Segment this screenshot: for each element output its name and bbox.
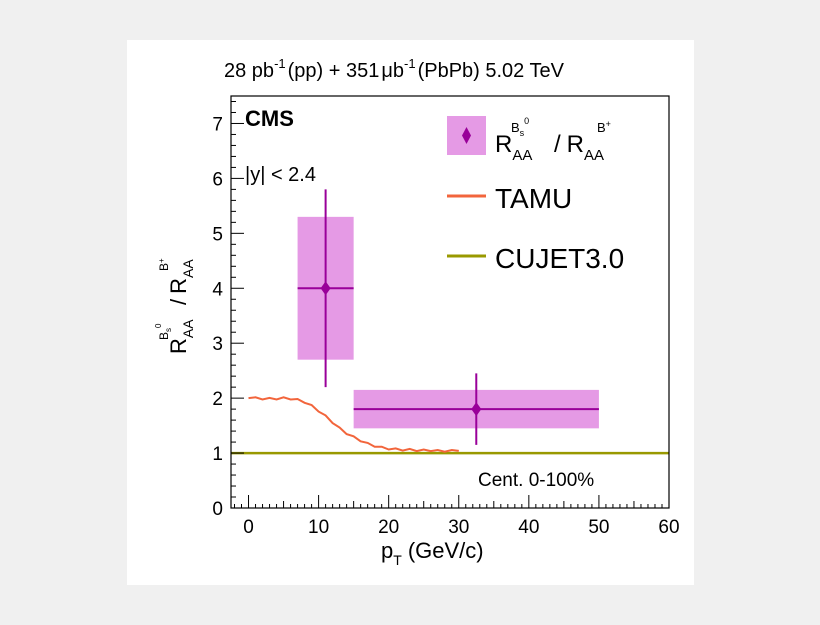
chart: 28 pb-1 (pp) + 351 μb-1 (PbPb) 5.02 TeV 0 10… xyxy=(154,56,680,568)
rapidity-cut-label: |y| < 2.4 xyxy=(245,164,316,186)
y-tick-label: 2 xyxy=(212,389,223,410)
data-points xyxy=(297,189,599,445)
y-tick-label: 5 xyxy=(212,224,223,245)
y-tick-label: 1 xyxy=(212,444,223,465)
legend-label-data-slash: / RAA xyxy=(554,131,604,164)
y-tick-label: 7 xyxy=(212,114,223,135)
y-axis-title-r2: /RAA xyxy=(166,259,196,305)
y-axis-title-r1-sup: Bs0 xyxy=(154,323,173,340)
plot-frame xyxy=(230,95,670,509)
marker-diamond-0 xyxy=(320,281,331,296)
x-tick-label: 0 xyxy=(243,517,254,538)
y-axis-title: RAA Bs0 /RAA B+ xyxy=(154,258,196,354)
x-tick-label: 40 xyxy=(518,517,539,538)
y-tick-label: 4 xyxy=(212,279,223,300)
y-axis-title-r1: RAA xyxy=(166,319,196,354)
x-tick-label: 60 xyxy=(658,517,679,538)
x-tick-label: 20 xyxy=(378,517,399,538)
tamu-curve xyxy=(248,396,459,453)
x-tick-label: 50 xyxy=(588,517,609,538)
x-tick-label: 30 xyxy=(448,517,469,538)
legend: RAA Bs0 /RAA B+ TAMU CUJET3.0 xyxy=(447,116,624,274)
figure: 28 pb-1 (pp) + 351 μb-1 (PbPb) 5.02 TeV 0 10… xyxy=(127,40,694,585)
legend-label-data: RAA xyxy=(495,131,532,164)
legend-label-cujet: CUJET3.0 xyxy=(495,243,624,274)
y-tick-label: 0 xyxy=(212,499,223,520)
y-axis-ticks: 0 1 2 3 4 5 6 7 xyxy=(212,100,244,520)
legend-entry-cujet: CUJET3.0 xyxy=(447,243,624,274)
legend-entry-data: RAA Bs0 /RAA B+ xyxy=(447,116,611,164)
y-tick-label: 3 xyxy=(212,334,223,355)
x-axis-title: pT (GeV/c) xyxy=(381,538,484,568)
x-tick-label: 10 xyxy=(308,517,329,538)
header-luminosity: 28 pb-1 (pp) + 351 μb-1 (PbPb) 5.02 TeV xyxy=(224,56,565,82)
legend-label-data-sup2: B+ xyxy=(597,119,611,135)
centrality-label: Cent. 0-100% xyxy=(478,470,594,491)
model-curves xyxy=(231,396,669,455)
x-axis-ticks: 0 10 20 30 40 50 60 xyxy=(234,495,680,538)
legend-label-tamu: TAMU xyxy=(495,183,572,214)
legend-label-data-sup1: Bs0 xyxy=(511,116,529,138)
data-point-0 xyxy=(297,189,354,388)
marker-diamond-1 xyxy=(471,402,482,417)
y-tick-label: 6 xyxy=(212,169,223,190)
data-point-1 xyxy=(353,373,599,445)
legend-entry-tamu: TAMU xyxy=(447,183,572,214)
y-axis-title-r2-sup: B+ xyxy=(157,258,171,271)
legend-marker-diamond xyxy=(462,127,471,144)
experiment-label: CMS xyxy=(245,106,294,131)
